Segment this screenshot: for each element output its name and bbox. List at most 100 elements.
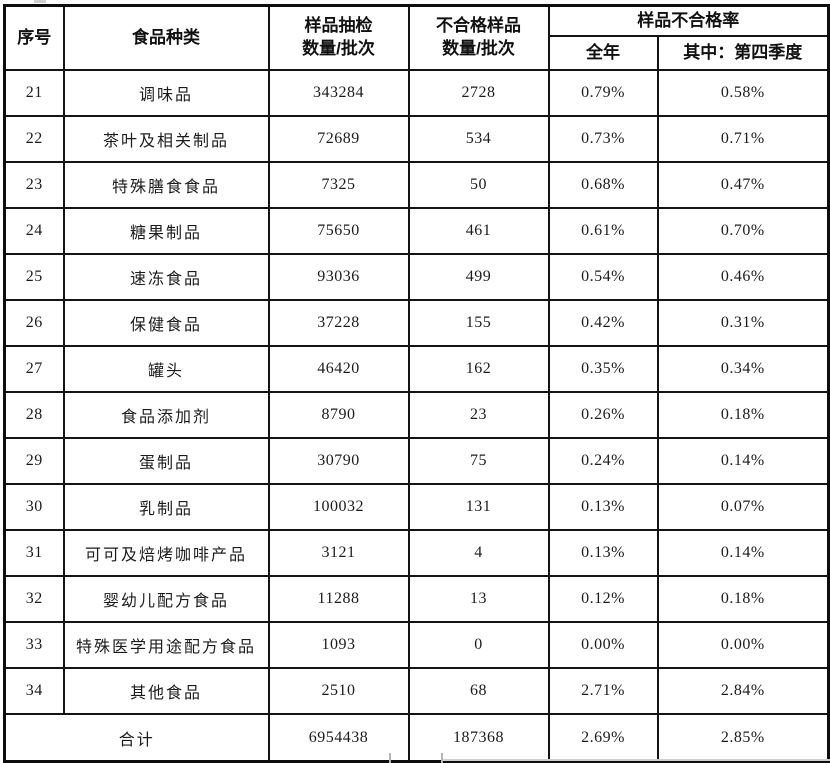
cell-rate-full-year: 0.79% [547,69,659,117]
cell-serial-number: 30 [3,483,65,531]
cell-rate-full-year: 0.61% [547,207,659,255]
cell-failed-samples: 4 [407,529,550,577]
table-row: 24 糖果制品 75650 461 0.61% 0.70% [3,207,830,255]
cell-failed-samples: 68 [407,667,550,715]
table-row: 26 保健食品 37228 155 0.42% 0.31% [3,299,830,347]
table-row: 22 茶叶及相关制品 72689 534 0.73% 0.71% [3,115,830,163]
cell-failed-samples: 75 [407,437,550,485]
cell-failed-samples: 2728 [407,69,550,117]
cell-rate-full-year: 0.73% [547,115,659,163]
cell-rate-q4: 0.34% [656,345,830,393]
cell-serial-number: 31 [3,529,65,577]
cell-rate-full-year: 0.54% [547,253,659,301]
cell-rate-full-year: 0.00% [547,621,659,669]
cell-failed-samples: 534 [407,115,550,163]
cell-food-category: 罐头 [62,345,270,393]
cell-serial-number: 28 [3,391,65,439]
cell-rate-q4: 0.46% [656,253,830,301]
cell-serial-number: 22 [3,115,65,163]
food-inspection-table: 序号 食品种类 样品抽检 数量/批次 不合格样品 数量/批次 样品不合格率 全年… [3,4,830,763]
total-rate-year: 2.69% [547,713,659,763]
cell-samples-tested: 75650 [267,207,410,255]
cell-food-category: 婴幼儿配方食品 [62,575,270,623]
cell-rate-full-year: 0.42% [547,299,659,347]
cell-serial-number: 21 [3,69,65,117]
scan-artifact-tick-2 [441,753,443,763]
header-row-2: 全年 其中：第四季度 [5,35,830,71]
cell-samples-tested: 37228 [267,299,410,347]
cell-rate-q4: 0.00% [656,621,830,669]
cell-rate-full-year: 0.68% [547,161,659,209]
cell-serial-number: 24 [3,207,65,255]
table-row: 23 特殊膳食食品 7325 50 0.68% 0.47% [3,161,830,209]
table-body: 21 调味品 343284 2728 0.79% 0.58% 22 茶叶及相关制… [3,69,830,763]
total-label: 合计 [3,713,270,763]
cell-serial-number: 26 [3,299,65,347]
cell-rate-q4: 0.18% [656,575,830,623]
table-row: 33 特殊医学用途配方食品 1093 0 0.00% 0.00% [3,621,830,669]
total-rate-q4: 2.85% [656,713,830,763]
total-samples: 6954438 [267,713,410,763]
cell-food-category: 蛋制品 [62,437,270,485]
cell-rate-q4: 0.14% [656,437,830,485]
cell-food-category: 调味品 [62,69,270,117]
cell-rate-q4: 0.70% [656,207,830,255]
cell-rate-q4: 2.84% [656,667,830,715]
table-row: 31 可可及焙烤咖啡产品 3121 4 0.13% 0.14% [3,529,830,577]
cell-food-category: 可可及焙烤咖啡产品 [62,529,270,577]
cell-serial-number: 33 [3,621,65,669]
header-failure-rate-group: 样品不合格率 [547,4,830,37]
table-row: 29 蛋制品 30790 75 0.24% 0.14% [3,437,830,485]
cell-food-category: 食品添加剂 [62,391,270,439]
cell-samples-tested: 7325 [267,161,410,209]
cell-rate-q4: 0.71% [656,115,830,163]
cell-serial-number: 23 [3,161,65,209]
cell-serial-number: 32 [3,575,65,623]
cell-rate-q4: 0.07% [656,483,830,531]
cell-samples-tested: 100032 [267,483,410,531]
cell-samples-tested: 8790 [267,391,410,439]
cell-food-category: 茶叶及相关制品 [62,115,270,163]
table-row: 32 婴幼儿配方食品 11288 13 0.12% 0.18% [3,575,830,623]
cell-failed-samples: 461 [407,207,550,255]
scan-artifact-top-left [34,0,46,3]
cell-rate-q4: 0.58% [656,69,830,117]
header-samples-tested: 样品抽检 数量/批次 [267,4,410,71]
cell-samples-tested: 46420 [267,345,410,393]
cell-rate-full-year: 0.13% [547,529,659,577]
cell-failed-samples: 13 [407,575,550,623]
cell-food-category: 乳制品 [62,483,270,531]
cell-failed-samples: 131 [407,483,550,531]
table-row: 25 速冻食品 93036 499 0.54% 0.46% [3,253,830,301]
header-rate-full-year: 全年 [547,35,659,71]
cell-samples-tested: 1093 [267,621,410,669]
total-row: 合计 6954438 187368 2.69% 2.85% [3,713,830,763]
cell-failed-samples: 499 [407,253,550,301]
cell-failed-samples: 23 [407,391,550,439]
cell-failed-samples: 162 [407,345,550,393]
header-serial-number: 序号 [3,4,65,71]
cell-failed-samples: 50 [407,161,550,209]
header-food-category: 食品种类 [62,4,270,71]
cell-failed-samples: 155 [407,299,550,347]
table-row: 28 食品添加剂 8790 23 0.26% 0.18% [3,391,830,439]
cell-rate-q4: 0.18% [656,391,830,439]
scan-artifact-tick-1 [389,753,391,763]
cell-failed-samples: 0 [407,621,550,669]
header-failed-samples: 不合格样品 数量/批次 [407,4,550,71]
cell-food-category: 特殊膳食食品 [62,161,270,209]
cell-samples-tested: 3121 [267,529,410,577]
total-failed: 187368 [407,713,550,763]
cell-rate-full-year: 0.12% [547,575,659,623]
cell-samples-tested: 93036 [267,253,410,301]
table-row: 27 罐头 46420 162 0.35% 0.34% [3,345,830,393]
cell-rate-full-year: 0.13% [547,483,659,531]
cell-rate-full-year: 0.35% [547,345,659,393]
cell-samples-tested: 11288 [267,575,410,623]
cell-serial-number: 27 [3,345,65,393]
header-rate-q4: 其中：第四季度 [656,35,830,71]
cell-serial-number: 29 [3,437,65,485]
cell-rate-q4: 0.31% [656,299,830,347]
cell-samples-tested: 343284 [267,69,410,117]
